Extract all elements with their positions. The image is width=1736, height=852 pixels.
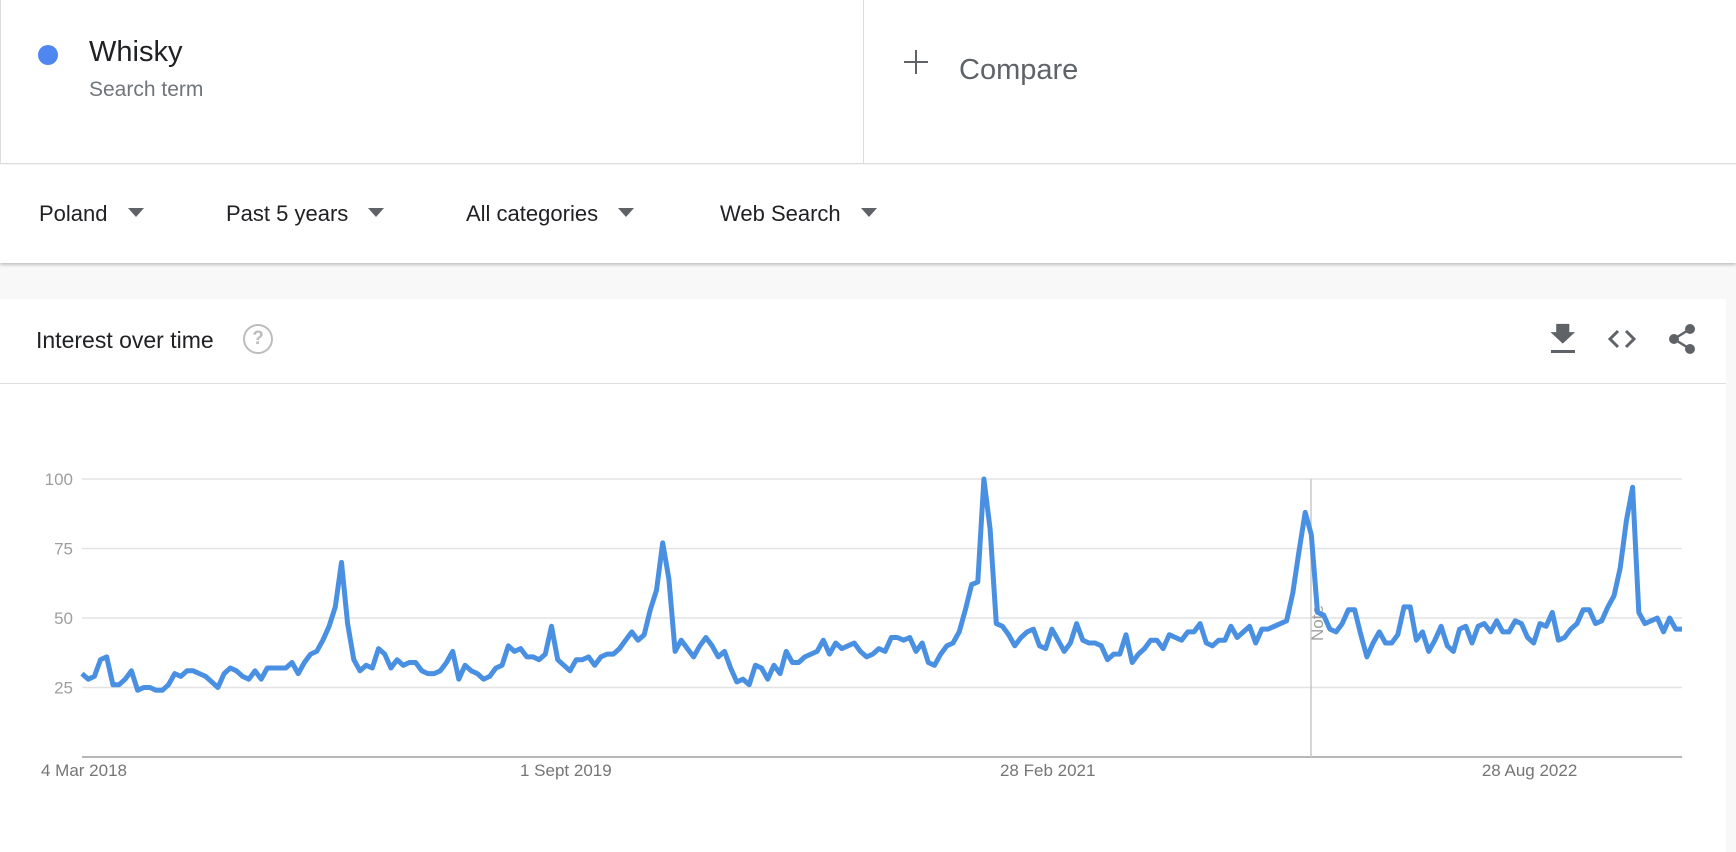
- series-color-dot: [38, 45, 58, 65]
- download-icon[interactable]: [1545, 321, 1581, 357]
- x-tick-label: 28 Feb 2021: [1000, 761, 1095, 780]
- category-filter-label: All categories: [466, 201, 599, 226]
- y-tick-label: 50: [54, 609, 73, 628]
- card-title: Interest over time: [36, 327, 214, 353]
- caret-down-icon: [368, 207, 385, 217]
- search-term-name[interactable]: Whisky: [89, 36, 183, 68]
- time-range-filter[interactable]: Past 5 years: [226, 201, 385, 227]
- search-term-type: Search term: [89, 78, 204, 101]
- help-icon[interactable]: ?: [243, 324, 273, 354]
- plus-icon: [904, 50, 928, 74]
- card-header: Interest over time ?: [0, 299, 1726, 384]
- filter-bar: Poland Past 5 years All categories Web S…: [0, 165, 1736, 263]
- embed-code-icon[interactable]: [1604, 321, 1640, 357]
- region-filter[interactable]: Poland: [39, 201, 144, 227]
- y-tick-label: 100: [45, 470, 73, 489]
- y-tick-label: 25: [54, 679, 73, 698]
- time-range-filter-label: Past 5 years: [226, 201, 349, 226]
- share-icon[interactable]: [1664, 321, 1700, 357]
- x-tick-label: 28 Aug 2022: [1482, 761, 1577, 780]
- region-filter-label: Poland: [39, 201, 108, 226]
- x-tick-label: 1 Sept 2019: [520, 761, 612, 780]
- x-tick-label: 4 Mar 2018: [41, 761, 127, 780]
- interest-over-time-card: Interest over time ? 25 50 75 100 4 Mar 201…: [0, 299, 1726, 852]
- category-filter[interactable]: All categories: [466, 201, 635, 227]
- caret-down-icon: [618, 207, 635, 217]
- search-type-filter-label: Web Search: [720, 201, 841, 226]
- interest-chart[interactable]: 25 50 75 100 4 Mar 2018 1 Sept 2019 28 Feb 20…: [0, 383, 1726, 852]
- y-tick-label: 75: [54, 540, 73, 559]
- chart-grid: [82, 478, 1682, 758]
- compare-label: Compare: [959, 54, 1079, 86]
- search-term-card[interactable]: Whisky Search term: [0, 0, 864, 164]
- x-axis-ticks: 4 Mar 2018 1 Sept 2019 28 Feb 2021 28 Aug 2…: [41, 761, 1577, 780]
- caret-down-icon: [127, 207, 144, 217]
- series-line-whisky: [80, 476, 1682, 693]
- caret-down-icon: [860, 207, 877, 217]
- search-type-filter[interactable]: Web Search: [720, 201, 877, 227]
- explore-header: Whisky Search term Compare: [0, 0, 1736, 164]
- compare-button[interactable]: Compare: [864, 0, 1736, 164]
- y-axis-ticks: 25 50 75 100: [45, 470, 73, 698]
